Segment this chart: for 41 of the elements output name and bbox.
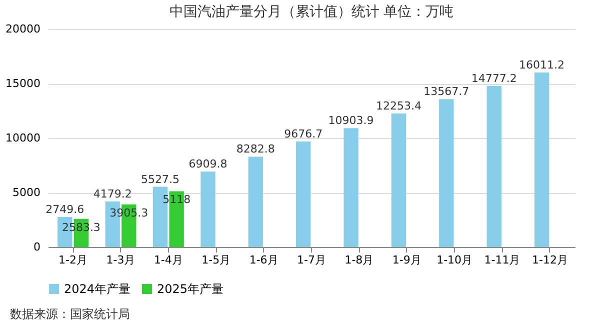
x-tick-label: 1-3月 (106, 254, 136, 266)
x-tick-label: 1-7月 (297, 254, 326, 266)
data-label: 8282.8 (236, 142, 275, 156)
data-label: 16011.2 (519, 58, 565, 72)
bar (534, 72, 550, 247)
bar (391, 113, 406, 247)
bar (296, 142, 311, 247)
data-label: 9676.7 (284, 128, 323, 141)
x-tick-label: 1-12月 (532, 254, 568, 266)
data-label: 13567.7 (424, 85, 470, 98)
data-label: 6909.8 (188, 158, 228, 171)
data-label: 3905.3 (110, 206, 148, 220)
bar (439, 99, 454, 247)
y-tick-label: 20000 (6, 22, 40, 36)
y-tick-label: 10000 (6, 132, 40, 144)
y-tick-label: 15000 (6, 77, 40, 90)
data-label: 10903.9 (328, 114, 374, 128)
source-note: 数据来源：国家统计局 (10, 306, 130, 323)
bar (486, 86, 502, 247)
x-tick-label: 1-5月 (202, 254, 231, 266)
y-tick-label: 0 (34, 240, 40, 254)
y-tick-label: 5000 (12, 186, 40, 199)
x-tick-label: 1-4月 (154, 254, 183, 266)
data-label: 2749.6 (46, 203, 84, 216)
bar (248, 156, 263, 247)
legend-label: 2025年产量 (157, 282, 224, 296)
bar (200, 172, 216, 247)
x-tick-label: 1-11月 (484, 254, 520, 266)
x-tick-label: 1-10月 (436, 254, 473, 266)
x-tick-label: 1-9月 (392, 254, 422, 266)
x-tick-label: 1-8月 (344, 254, 374, 266)
data-label: 5527.5 (141, 172, 180, 186)
data-label: 2583.3 (62, 220, 100, 234)
chart-title: 中国汽油产量分月（累计值）统计 单位：万吨 (169, 4, 454, 20)
bar (344, 128, 358, 247)
x-tick-label: 1-6月 (249, 254, 278, 266)
data-label: 4179.2 (93, 187, 132, 200)
legend-label: 2024年产量 (64, 282, 131, 296)
x-tick-label: 1-2月 (58, 254, 88, 266)
data-label: 14777.2 (471, 72, 517, 85)
data-label: 12253.4 (376, 99, 422, 112)
